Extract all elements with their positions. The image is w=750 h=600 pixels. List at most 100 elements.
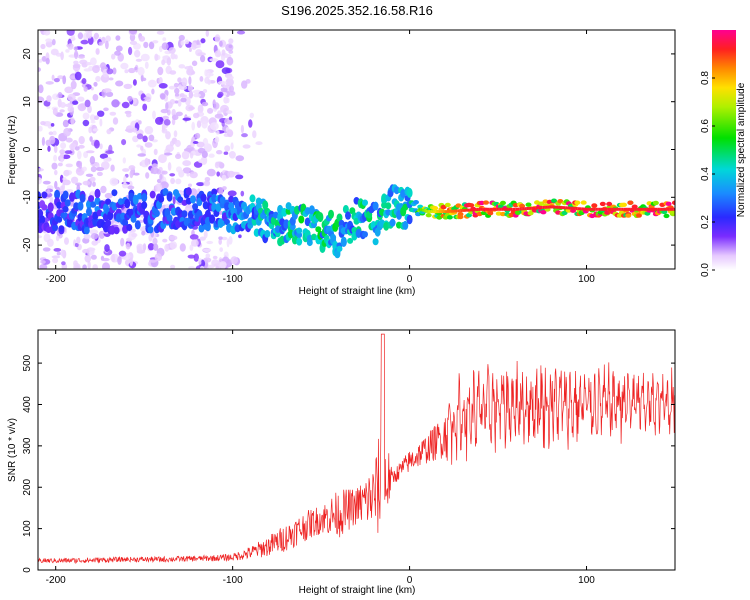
noise-cell: [214, 161, 220, 169]
noise-cell: [213, 143, 217, 149]
ridge-cell: [572, 206, 575, 210]
noise-cell: [204, 76, 210, 84]
noise-cell: [103, 107, 109, 112]
noise-cell: [226, 97, 230, 104]
noise-cell: [140, 145, 144, 151]
band-cell: [105, 198, 112, 205]
ridge-cell: [586, 207, 589, 211]
noise-cell: [74, 242, 79, 248]
ridge-cell: [644, 207, 647, 211]
ridge-cell: [448, 209, 451, 213]
noise-cell: [128, 165, 136, 171]
noise-cell: [153, 148, 158, 156]
noise-cell: [144, 61, 149, 69]
noise-cell: [90, 57, 97, 66]
band-cell: [538, 201, 545, 206]
noise-cell: [242, 144, 251, 149]
noise-cell: [48, 131, 54, 136]
noise-cell: [169, 70, 177, 75]
noise-cell: [109, 111, 117, 116]
noise-cell: [92, 65, 100, 74]
band-cell: [122, 218, 129, 228]
noise-cell: [203, 181, 211, 187]
noise-cell: [197, 104, 204, 114]
noise-cell: [193, 253, 199, 262]
band-cell: [551, 198, 557, 203]
noise-cell: [100, 62, 107, 69]
noise-cell: [200, 38, 206, 44]
noise-cell: [97, 110, 105, 117]
noise-cell: [155, 116, 164, 125]
noise-cell: [124, 69, 129, 74]
ridge-cell: [634, 207, 637, 211]
noise-cell: [194, 132, 201, 139]
noise-cell: [184, 66, 194, 70]
ridge-cell: [667, 207, 670, 211]
noise-cell: [196, 182, 205, 187]
band-cell: [249, 194, 256, 203]
snr-y-tick-label: 100: [22, 520, 33, 537]
noise-cell: [67, 106, 75, 113]
noise-cell: [55, 235, 60, 242]
noise-cell: [53, 78, 60, 83]
noise-cell: [136, 133, 144, 140]
ridge-cell: [420, 208, 422, 212]
noise-cell: [94, 139, 100, 149]
noise-cell: [136, 245, 142, 254]
ridge-cell: [492, 207, 495, 211]
band-cell: [47, 202, 54, 212]
band-cell: [196, 197, 203, 207]
noise-cell: [173, 130, 178, 138]
ridge-cell: [549, 205, 552, 209]
noise-cell: [189, 234, 199, 240]
noise-cell: [240, 190, 245, 197]
noise-cell: [167, 162, 172, 171]
noise-cell: [93, 81, 98, 87]
noise-cell: [90, 254, 97, 260]
band-cell: [336, 213, 343, 222]
noise-cell: [229, 85, 234, 93]
noise-cell: [132, 79, 137, 86]
noise-cell: [143, 41, 149, 49]
noise-cell: [162, 37, 167, 42]
noise-cell: [96, 171, 103, 177]
ridge-cell: [552, 205, 555, 209]
ridge-cell: [423, 209, 426, 213]
band-cell: [289, 223, 296, 231]
noise-cell: [174, 100, 179, 104]
noise-cell: [127, 185, 135, 190]
noise-cell: [87, 30, 93, 39]
noise-cell: [169, 241, 178, 250]
noise-cell: [67, 93, 76, 102]
band-cell: [362, 199, 368, 206]
noise-cell: [225, 78, 234, 87]
noise-cell: [192, 141, 199, 144]
spectrogram-y-tick-label: -20: [22, 237, 33, 252]
noise-cell: [188, 90, 194, 99]
noise-cell: [54, 180, 58, 190]
ridge-cell: [443, 210, 445, 214]
noise-cell: [45, 192, 53, 198]
chart-title: S196.2025.352.16.58.R16: [281, 3, 433, 18]
noise-cell: [112, 117, 119, 125]
noise-cell: [46, 189, 51, 195]
noise-cell: [74, 50, 79, 60]
noise-cell: [165, 144, 174, 152]
band-cell: [204, 209, 211, 219]
noise-cell: [83, 86, 88, 92]
ridge-cell: [551, 205, 553, 209]
ridge-cell: [434, 210, 437, 214]
noise-cell: [207, 107, 214, 114]
snr-x-tick-label: -100: [223, 575, 243, 586]
noise-cell: [162, 115, 169, 120]
band-cell: [381, 193, 388, 204]
snr-panel: -200 -100 0 100 0 100 200 300 400 500 Height of s…: [7, 329, 676, 596]
ridge-cell: [570, 206, 573, 210]
noise-cell: [60, 102, 66, 108]
ridge-cell: [510, 207, 513, 211]
ridge-cell: [459, 209, 461, 213]
noise-cell: [95, 75, 101, 82]
band-cell: [264, 230, 271, 238]
noise-cell: [64, 103, 74, 108]
noise-cell: [52, 257, 59, 264]
